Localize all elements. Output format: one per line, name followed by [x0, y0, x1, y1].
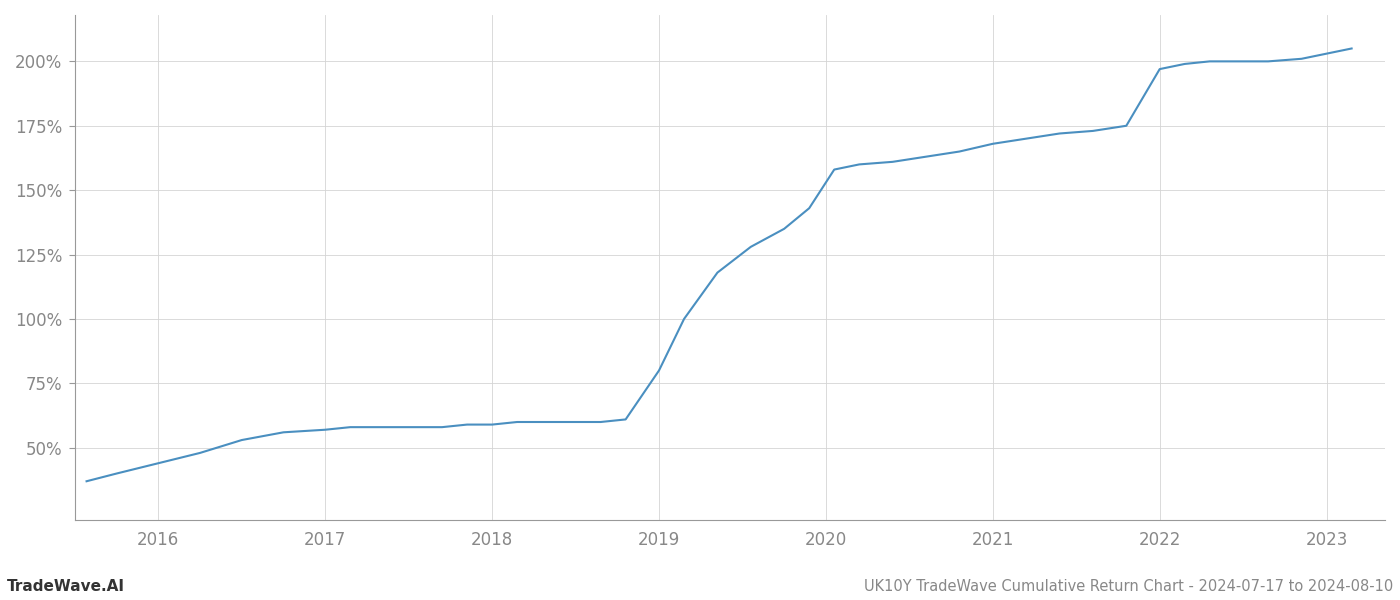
Text: UK10Y TradeWave Cumulative Return Chart - 2024-07-17 to 2024-08-10: UK10Y TradeWave Cumulative Return Chart …	[864, 579, 1393, 594]
Text: TradeWave.AI: TradeWave.AI	[7, 579, 125, 594]
